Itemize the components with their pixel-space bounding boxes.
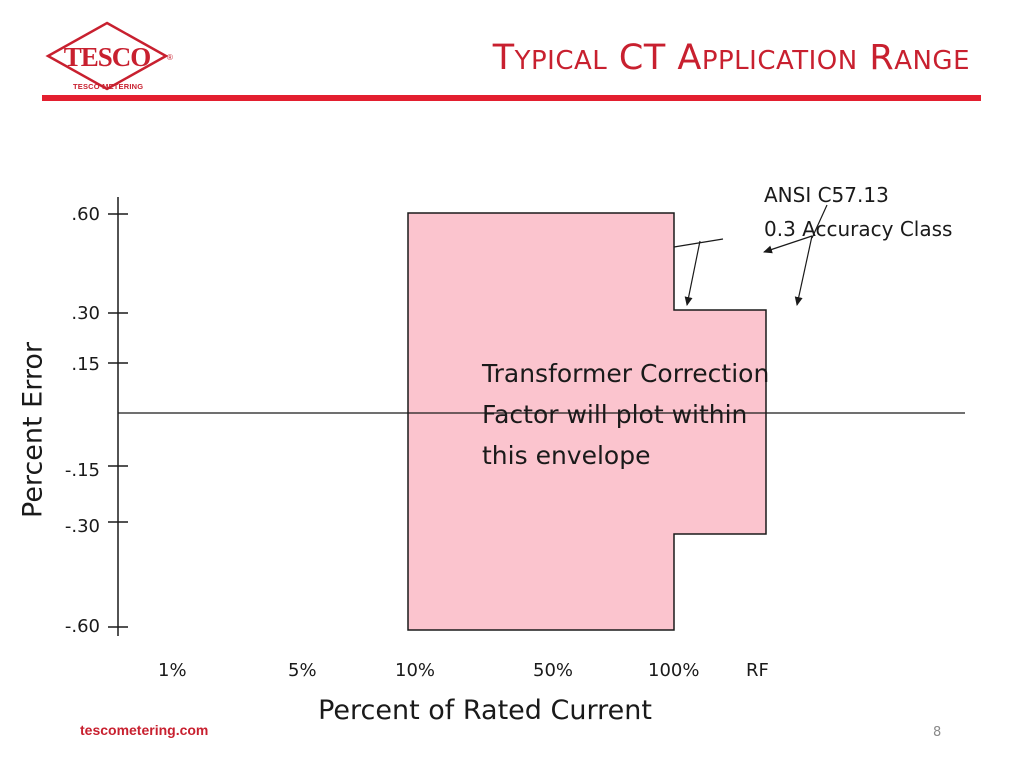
annotation-arrow-2 <box>763 235 813 254</box>
x-tick-label: 10% <box>395 660 436 681</box>
registered-mark: ® <box>167 53 173 62</box>
title-word-2: CT <box>618 38 666 78</box>
tesco-logo: TESCO ® <box>45 21 173 91</box>
logo-text: TESCO <box>64 42 151 72</box>
footer-url[interactable]: tescometering.com <box>80 722 209 738</box>
x-tick-label: RF <box>746 660 769 681</box>
annotation-line: 0.3 Accuracy Class <box>764 217 953 241</box>
y-tick-label: -.60 <box>64 616 100 637</box>
page-title: TYPICAL CT APPLICATION RANGE <box>493 30 970 89</box>
logo-caption: TESCO METERING <box>73 82 144 91</box>
x-tick-label: 100% <box>648 660 700 681</box>
x-tick-label: 50% <box>533 660 574 681</box>
page-number: 8 <box>933 725 942 740</box>
x-tick-label: 1% <box>158 660 187 681</box>
annotation-arrow-3 <box>794 235 813 306</box>
annotation-arrow-1 <box>684 240 701 306</box>
y-tick-label: .15 <box>71 354 100 375</box>
y-tick-label: -.30 <box>64 516 100 537</box>
y-tick-label: .30 <box>71 303 100 324</box>
y-axis-title: Percent Error <box>17 342 49 518</box>
envelope-text-line: Factor will plot within <box>482 400 748 429</box>
annotation-line: ANSI C57.13 <box>764 183 889 207</box>
envelope-text-line: this envelope <box>482 441 651 470</box>
title-rule <box>42 95 981 101</box>
title-word-4: RANGE <box>869 38 970 78</box>
x-tick-label: 5% <box>288 660 317 681</box>
envelope-description: Transformer Correction Factor will plot … <box>482 353 769 476</box>
ansi-annotation: ANSI C57.13 0.3 Accuracy Class <box>764 178 952 246</box>
y-tick-label: .60 <box>71 204 100 225</box>
envelope-text-line: Transformer Correction <box>482 359 770 388</box>
annotation-leader-2 <box>811 204 828 239</box>
annotation-leader-1 <box>673 238 724 248</box>
accuracy-envelope <box>407 212 767 631</box>
title-word-3: APPLICATION <box>677 38 858 78</box>
x-axis-title: Percent of Rated Current <box>318 695 652 726</box>
y-tick-label: -.15 <box>64 460 100 481</box>
title-word-1: TYPICAL <box>492 38 608 78</box>
